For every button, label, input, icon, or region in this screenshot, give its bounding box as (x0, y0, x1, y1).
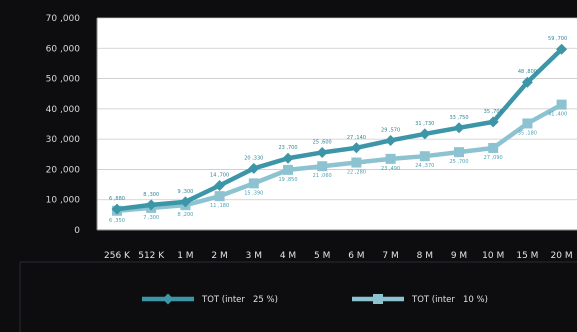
data-point (316, 146, 328, 158)
axes: 70 ,000 60 ,000 50 ,000 40 ,000 30 ,000 20 ,0… (46, 14, 577, 261)
series-line (116, 47, 564, 212)
data-point (111, 203, 123, 215)
data-label: 25 ,600 (313, 139, 332, 145)
data-label: 25 ,700 (449, 159, 468, 165)
legend-label: TOT (inter 10 %) (411, 295, 488, 305)
data-label: 7 ,300 (143, 215, 159, 221)
data-label: 41 ,400 (548, 112, 567, 118)
data-point (453, 122, 465, 134)
data-label: 20 ,330 (244, 155, 263, 161)
data-label: 23 ,700 (278, 145, 297, 151)
data-label: 23 ,490 (381, 166, 400, 172)
data-point (248, 178, 259, 189)
x-tick-label: 15 M (516, 251, 538, 261)
data-label: 6 ,880 (109, 196, 125, 202)
data-label: 24 ,370 (415, 163, 434, 169)
data-label: 27 ,140 (347, 135, 366, 141)
data-label: 59 ,700 (548, 36, 567, 42)
y-tick-label: 50 ,000 (46, 75, 81, 85)
data-point (454, 147, 464, 158)
legend-label: TOT (inter 25 %) (201, 295, 278, 305)
x-tick-label: 9 M (451, 251, 467, 261)
data-label: 35 ,180 (518, 130, 537, 136)
series-lines (111, 43, 568, 216)
x-tick-label: 5 M (314, 251, 330, 261)
data-point (419, 128, 431, 140)
data-label: 33 ,750 (449, 115, 468, 121)
data-point (488, 142, 499, 153)
x-tick-label: 10 M (482, 251, 504, 261)
data-point (487, 116, 499, 128)
plot-area (97, 18, 577, 230)
data-label: 11 ,180 (210, 203, 229, 209)
series-line (116, 102, 563, 214)
data-point (521, 76, 533, 88)
y-tick-label: 60 ,000 (46, 44, 81, 54)
data-label: 19 ,850 (278, 177, 297, 183)
data-point (214, 191, 225, 202)
x-tick-label: 256 K (104, 251, 131, 261)
x-tick-label: 4 M (280, 251, 296, 261)
y-tick-label: 0 (74, 226, 80, 236)
data-point (385, 153, 396, 164)
data-point (522, 118, 533, 129)
data-point (419, 151, 430, 162)
data-label: 8 ,300 (143, 192, 159, 198)
data-label: 48 ,800 (518, 69, 537, 75)
data-label: 8 ,200 (177, 212, 193, 218)
data-point (556, 43, 568, 55)
data-point (351, 157, 362, 168)
x-tick-label: 20 M (551, 251, 573, 261)
y-tick-label: 20 ,000 (46, 165, 81, 175)
data-label: 29 ,570 (381, 127, 400, 133)
y-tick-label: 40 ,000 (46, 105, 81, 115)
y-tick-label: 10 ,000 (46, 196, 81, 206)
data-point (385, 134, 397, 146)
x-tick-label: 1 M (177, 251, 193, 261)
data-point (283, 164, 293, 175)
data-label: 31 ,730 (415, 121, 434, 127)
data-point (214, 179, 226, 191)
data-point (317, 161, 328, 172)
data-label: 6 ,350 (109, 218, 125, 224)
grid-lines (97, 17, 577, 201)
x-tick-label: 2 M (211, 251, 227, 261)
legend-marker (373, 294, 383, 304)
data-label: 9 ,300 (177, 189, 193, 195)
data-labels: 6 ,880 8 ,300 9 ,300 14 ,700 20 ,330 23 ,700 2… (109, 36, 567, 224)
data-label: 27 ,090 (484, 155, 503, 161)
y-tick-label: 70 ,000 (46, 14, 81, 24)
x-tick-label: 3 M (246, 251, 262, 261)
x-tick-label: 8 M (417, 251, 433, 261)
data-point (145, 199, 157, 211)
x-tick-label: 512 K (138, 251, 165, 261)
data-label: 22 ,280 (347, 170, 366, 176)
data-label: 15 ,390 (244, 190, 263, 196)
y-tick-label: 30 ,000 (46, 135, 81, 145)
data-point (179, 196, 191, 208)
data-label: 35 ,700 (484, 109, 503, 115)
data-point (556, 99, 567, 110)
x-tick-label: 6 M (348, 251, 364, 261)
data-point (282, 152, 294, 164)
data-point (248, 162, 260, 174)
x-tick-label: 7 M (382, 251, 398, 261)
data-point (350, 142, 362, 154)
legend-marker (162, 293, 174, 305)
data-label: 14 ,700 (210, 172, 229, 178)
legend: TOT (inter 25 %) TOT (inter 10 %) (142, 293, 488, 305)
data-label: 21 ,060 (313, 173, 332, 179)
